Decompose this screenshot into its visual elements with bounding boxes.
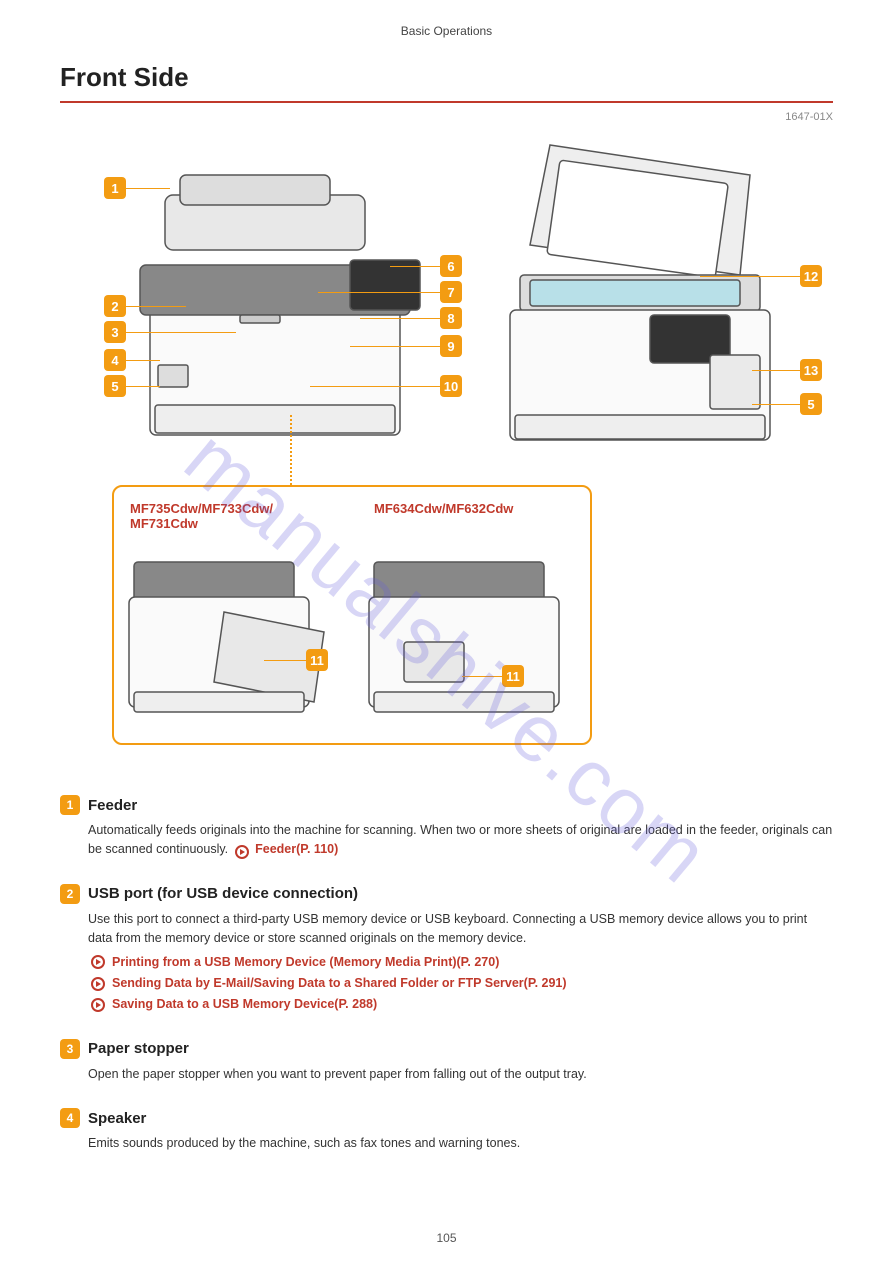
printer-front-illustration [120, 165, 430, 445]
callout-line [752, 404, 800, 405]
inset-label-a: MF735Cdw/MF733Cdw/ MF731Cdw [130, 501, 273, 531]
callout-13: 13 [800, 359, 822, 381]
callout-8: 8 [440, 307, 462, 329]
title-rule [60, 101, 833, 103]
callout-line [318, 292, 440, 293]
page-number: 105 [0, 1231, 893, 1245]
description-list: 1 Feeder Automatically feeds originals i… [60, 795, 833, 1153]
dotted-connector [290, 415, 292, 485]
desc-item-3: 3 Paper stopper Open the paper stopper w… [60, 1039, 833, 1084]
callout-10: 10 [440, 375, 462, 397]
callout-line [126, 386, 160, 387]
desc-label: Paper stopper [88, 1040, 189, 1057]
callout-11a: 11 [306, 649, 328, 671]
callout-2: 2 [104, 295, 126, 317]
callout-1: 1 [104, 177, 126, 199]
inset-label-b: MF634Cdw/MF632Cdw [374, 501, 513, 516]
callout-line [752, 370, 800, 371]
desc-link[interactable]: Sending Data by E-Mail/Saving Data to a … [112, 974, 567, 993]
desc-num: 4 [60, 1108, 80, 1128]
desc-text: Emits sounds produced by the machine, su… [88, 1136, 520, 1150]
play-icon [235, 845, 249, 859]
callout-line [126, 188, 170, 189]
desc-text: Automatically feeds originals into the m… [88, 823, 832, 856]
page-title: Front Side [60, 62, 833, 93]
figure-area: 1 6 7 2 8 3 9 4 5 10 12 13 [60, 135, 833, 775]
desc-text: Open the paper stopper when you want to … [88, 1067, 587, 1081]
callout-line [700, 276, 800, 277]
play-icon [91, 955, 105, 969]
desc-num: 3 [60, 1039, 80, 1059]
callout-3: 3 [104, 321, 126, 343]
desc-label: USB port (for USB device connection) [88, 885, 358, 902]
callout-line [126, 360, 160, 361]
inset-printer-b [364, 542, 574, 732]
inset-label-a-line2: MF731Cdw [130, 516, 198, 531]
desc-label: Feeder [88, 797, 137, 814]
desc-link[interactable]: Feeder(P. 110) [255, 842, 338, 856]
callout-line [264, 660, 306, 661]
callout-5: 5 [104, 375, 126, 397]
desc-text: Use this port to connect a third-party U… [88, 912, 807, 945]
desc-body: Open the paper stopper when you want to … [88, 1065, 833, 1084]
callout-line [350, 346, 440, 347]
desc-link[interactable]: Saving Data to a USB Memory Device(P. 28… [112, 995, 377, 1014]
desc-item-4: 4 Speaker Emits sounds produced by the m… [60, 1108, 833, 1153]
inset-box: MF735Cdw/MF733Cdw/ MF731Cdw MF634Cdw/MF6… [112, 485, 592, 745]
section-header: Basic Operations [60, 24, 833, 38]
inset-label-a-line1: MF735Cdw/MF733Cdw/ [130, 501, 273, 516]
callout-9: 9 [440, 335, 462, 357]
callout-6: 6 [440, 255, 462, 277]
play-icon [91, 998, 105, 1012]
callout-line [462, 676, 502, 677]
callout-4: 4 [104, 349, 126, 371]
desc-label: Speaker [88, 1110, 146, 1127]
desc-item-1: 1 Feeder Automatically feeds originals i… [60, 795, 833, 860]
callout-7: 7 [440, 281, 462, 303]
desc-item-2: 2 USB port (for USB device connection) U… [60, 884, 833, 1015]
play-icon [91, 977, 105, 991]
desc-num: 1 [60, 795, 80, 815]
doc-code: 1647-01X [60, 111, 833, 123]
printer-open-illustration [490, 135, 800, 465]
desc-link[interactable]: Printing from a USB Memory Device (Memor… [112, 953, 499, 972]
callout-line [126, 332, 236, 333]
callout-line [390, 266, 440, 267]
callout-line [126, 306, 186, 307]
callout-line [310, 386, 440, 387]
inset-printer-a [124, 542, 344, 732]
callout-line [360, 318, 440, 319]
callout-5b: 5 [800, 393, 822, 415]
sub-links: Printing from a USB Memory Device (Memor… [88, 953, 833, 1015]
desc-body: Automatically feeds originals into the m… [88, 821, 833, 860]
callout-12: 12 [800, 265, 822, 287]
desc-body: Emits sounds produced by the machine, su… [88, 1134, 833, 1153]
desc-body: Use this port to connect a third-party U… [88, 910, 833, 1015]
callout-11b: 11 [502, 665, 524, 687]
desc-num: 2 [60, 884, 80, 904]
